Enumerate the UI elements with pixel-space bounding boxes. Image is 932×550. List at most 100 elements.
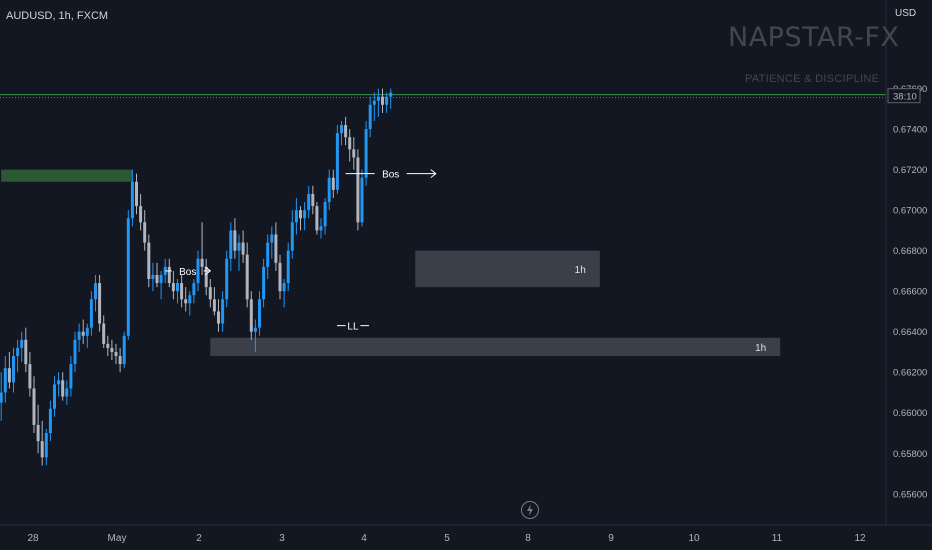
demand-zone [415,250,600,288]
candle-body [307,193,311,211]
y-tick-label: 0.65600 [893,489,927,500]
candle-body [376,96,380,101]
candle-body [171,283,175,292]
candle-body [110,347,114,352]
x-tick-label: 10 [688,533,700,544]
candle-body [57,380,61,385]
candle-body [290,222,294,251]
candle-body [106,343,110,348]
symbol-title: AUDUSD, 1h, FXCM [6,10,109,22]
candle-body [3,368,7,393]
candle-body [266,242,270,267]
x-tick-label: 4 [361,533,367,544]
candle-body [229,230,233,259]
candle-body [381,96,384,105]
x-tick-label: 11 [772,533,783,544]
x-tick-label: 12 [854,533,866,544]
y-tick-label: 0.67400 [893,125,927,136]
candles-layer [0,88,393,466]
candle-body [323,202,327,227]
x-tick-label: 2 [196,533,202,544]
candle-body [20,339,24,348]
candle-body [241,242,245,255]
candle-body [7,368,11,383]
x-tick-label: 3 [279,533,285,544]
candle-body [184,299,188,304]
candle-body [180,283,184,300]
candle-body [151,274,155,280]
candle-body [282,283,286,292]
currency-label: USD [895,8,917,19]
candle-body [217,311,220,324]
candle-body [44,433,48,458]
candle-body [24,339,28,365]
x-tick-label: 28 [27,533,39,544]
candle-body [118,356,122,365]
candle-body [204,266,208,288]
y-tick-label: 0.66800 [893,246,927,257]
candle-body [368,104,372,130]
candle-body [155,274,159,284]
candle-body [208,287,212,300]
supply-zone [1,169,133,182]
candle-body [40,441,44,458]
candle-body [360,177,364,223]
candle-body [53,384,56,409]
candle-body [364,129,368,178]
candle-body [352,149,356,158]
y-tick-label: 0.67000 [893,206,927,217]
candle-body [331,177,335,190]
candle-body [12,356,15,383]
candle-body [356,157,360,223]
candle-body [372,100,376,105]
candle-body [385,96,389,105]
candle-body [139,206,143,223]
candle-body [348,137,352,150]
countdown-label: 38:10 [893,92,917,103]
candle-body [77,331,81,340]
candle-body [253,327,257,332]
x-tick-label: 9 [608,533,614,544]
candle-body [176,283,179,292]
lightning-icon [521,501,539,519]
zone-label: 1h [755,343,766,354]
candle-body [192,283,196,296]
candle-body [278,262,282,292]
candle-body [270,234,274,243]
candle-body [147,242,151,280]
annotation-label: Bos [179,267,196,278]
candle-body [315,206,319,231]
annotation-label: LL [347,322,359,333]
candle-body [200,258,204,267]
watermark-tagline: PATIENCE & DISCIPLINE [745,73,880,85]
candle-body [294,210,298,223]
candle-body [286,250,290,284]
y-tick-label: 0.66200 [893,368,927,379]
candle-body [233,230,237,251]
zones-layer: 1h 1h [0,94,886,357]
candle-body [196,258,200,284]
candle-body [389,92,393,97]
candle-body [274,234,278,263]
y-tick-label: 0.66000 [893,408,927,419]
candle-body [61,380,65,397]
candle-body [73,339,77,365]
candle-body [303,210,307,219]
y-tick-label: 0.66600 [893,287,927,298]
annotation-arrowhead [430,169,437,179]
candle-body [159,274,163,284]
annotation-arrowhead [204,266,212,276]
candle-body [85,327,89,336]
candle-body [0,392,3,403]
y-tick-label: 0.66400 [893,327,927,338]
countdown-box [887,88,921,104]
candle-body [65,388,69,397]
y-tick-label: 0.65800 [893,449,927,460]
candle-body [89,299,93,328]
candle-body [114,351,118,357]
candle-body [262,266,266,300]
candle-body [122,335,126,365]
candle-body [299,210,302,219]
